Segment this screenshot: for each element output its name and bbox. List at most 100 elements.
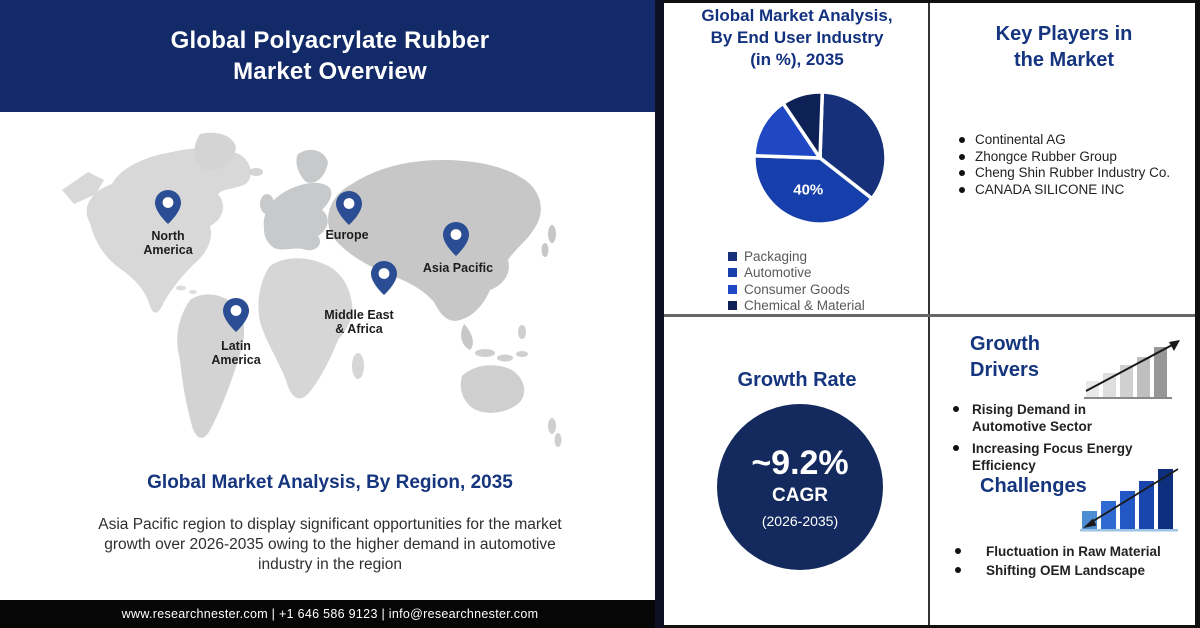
pie-chart-svg xyxy=(752,90,888,226)
map-greenland xyxy=(194,132,236,171)
legend-item: Consumer Goods xyxy=(728,281,865,298)
growth-drivers-list: Rising Demand in Automotive Sector Increa… xyxy=(952,401,1148,479)
world-map xyxy=(62,132,562,447)
key-players-title: Key Players in the Market xyxy=(995,23,1133,71)
cagr-period: (2026-2035) xyxy=(761,513,839,529)
bullet-dot-icon xyxy=(953,406,959,412)
map-europe xyxy=(263,182,332,251)
map-scandinavia xyxy=(296,149,328,183)
list-item-text: Cheng Shin Rubber Industry Co. xyxy=(975,165,1171,180)
legend-swatch-icon xyxy=(728,251,737,261)
challenges-list: Fluctuation in Raw Material Shifting OEM … xyxy=(952,543,1182,580)
bullet-dot-icon xyxy=(953,445,959,451)
map-madagascar xyxy=(352,353,364,379)
pie-slice-chemical-material xyxy=(781,90,825,160)
region-label-middle-east-africa: Middle East & Africa xyxy=(324,308,394,336)
legend-swatch-icon xyxy=(728,301,737,311)
location-pin-icon-latin-america xyxy=(223,298,249,332)
pie-chart: 40% xyxy=(750,88,890,228)
challenges-heading: Challenges xyxy=(980,475,1087,497)
pie-slice-packaging xyxy=(818,90,888,201)
footer-contact-bar: www.researchnester.com | +1 646 586 9123… xyxy=(0,600,660,628)
footer-contact-text: www.researchnester.com | +1 646 586 9123… xyxy=(121,607,539,621)
cagr-value: ~9.2% xyxy=(751,444,849,482)
title-header: Global Polyacrylate Rubber Market Overvi… xyxy=(0,0,660,112)
map-africa xyxy=(258,258,353,399)
list-item: Shifting OEM Landscape xyxy=(952,562,1182,580)
map-indonesia xyxy=(475,349,495,357)
map-new-zealand-2 xyxy=(554,433,562,447)
region-label-europe: Europe xyxy=(325,228,369,242)
list-item: Cheng Shin Rubber Industry Co. xyxy=(956,165,1186,182)
key-players-list: Continental AG Zhongce Rubber Group Cheng … xyxy=(956,132,1186,198)
cagr-label: CAGR xyxy=(772,485,828,506)
list-item: Fluctuation in Raw Material xyxy=(952,543,1182,561)
legend-item: Packaging xyxy=(728,248,865,265)
list-item-text: Shifting OEM Landscape xyxy=(986,562,1146,578)
legend-swatch-icon xyxy=(728,284,737,294)
bullet-dot-icon xyxy=(959,137,965,143)
bullet-dot-icon xyxy=(959,153,965,160)
list-item: Increasing Focus Energy Efficiency xyxy=(952,440,1148,474)
map-philippines xyxy=(518,325,526,339)
map-uk xyxy=(260,194,274,214)
main-vertical-divider xyxy=(655,0,664,628)
pie-slice-consumer-goods xyxy=(752,101,822,160)
growth-drivers-heading: Growth Drivers xyxy=(970,333,1040,381)
legend-item: Chemical & Material xyxy=(728,298,865,315)
map-japan xyxy=(548,225,556,243)
legend-label: Automotive xyxy=(744,265,812,281)
list-item: Rising Demand in Automotive Sector xyxy=(952,401,1148,435)
location-pin-icon-middle-east-africa xyxy=(371,261,397,295)
map-indonesia-3 xyxy=(516,351,528,357)
pie-chart-title: Global Market Analysis, By End User Indu… xyxy=(701,6,893,69)
map-north-america xyxy=(86,147,251,313)
map-alaska xyxy=(62,172,104,204)
bullet-dot-icon xyxy=(959,170,965,176)
list-item: Continental AG xyxy=(956,132,1186,149)
bullet-dot-icon xyxy=(959,186,965,193)
region-analysis-description: Asia Pacific region to display significa… xyxy=(98,516,562,573)
challenges-bar-chart-icon xyxy=(1080,463,1184,540)
region-analysis-heading: Global Market Analysis, By Region, 2035 xyxy=(147,472,513,493)
growth-rate-title: Growth Rate xyxy=(737,369,857,391)
pie-data-label: 40% xyxy=(793,181,824,199)
map-south-america xyxy=(177,294,245,438)
location-pin-icon-europe xyxy=(336,191,362,225)
legend-label: Consumer Goods xyxy=(744,281,850,297)
map-iceland xyxy=(249,168,263,176)
pie-slice-automotive xyxy=(752,153,874,226)
list-item-text: Continental AG xyxy=(975,132,1066,147)
list-item-text: Increasing Focus Energy Efficiency xyxy=(972,441,1133,473)
region-label-asia-pacific: Asia Pacific xyxy=(422,261,494,275)
list-item-text: Fluctuation in Raw Material xyxy=(986,544,1161,559)
legend-item: Automotive xyxy=(728,265,865,282)
region-label-latin-america: Latin America xyxy=(211,339,261,367)
map-se-asia xyxy=(461,324,473,350)
bullet-dot-icon xyxy=(955,548,961,554)
location-pin-icon-north-america xyxy=(155,190,181,224)
right-panels: Global Market Analysis, By End User Indu… xyxy=(664,0,1200,628)
bullet-dot-icon xyxy=(955,566,961,573)
map-indonesia-2 xyxy=(497,354,513,362)
legend-label: Packaging xyxy=(744,248,808,264)
pie-legend: Packaging Automotive Consumer Goods Chemica… xyxy=(728,248,865,314)
location-pin-icon-asia-pacific xyxy=(443,222,469,256)
list-item-text: CANADA SILICONE INC xyxy=(975,181,1125,197)
panel-horizontal-divider xyxy=(664,314,1195,317)
world-map-section: North America Europe Asia Pacific Middle Ea… xyxy=(60,128,660,458)
map-caribbean xyxy=(176,285,186,291)
legend-label: Chemical & Material xyxy=(744,298,865,314)
list-item-text: Zhongce Rubber Group xyxy=(975,148,1117,164)
region-label-north-america: North America xyxy=(143,229,193,257)
list-item: Zhongce Rubber Group xyxy=(956,149,1186,166)
legend-swatch-icon xyxy=(728,268,737,278)
map-new-zealand xyxy=(548,418,556,434)
map-caribbean-2 xyxy=(189,290,197,294)
list-item-text: Rising Demand in Automotive Sector xyxy=(972,402,1093,434)
map-australia xyxy=(460,365,525,413)
page-title: Global Polyacrylate Rubber Market Overvi… xyxy=(170,27,490,85)
growth-rate-circle: ~9.2% CAGR (2026-2035) xyxy=(717,404,883,570)
map-japan-2 xyxy=(541,243,549,257)
